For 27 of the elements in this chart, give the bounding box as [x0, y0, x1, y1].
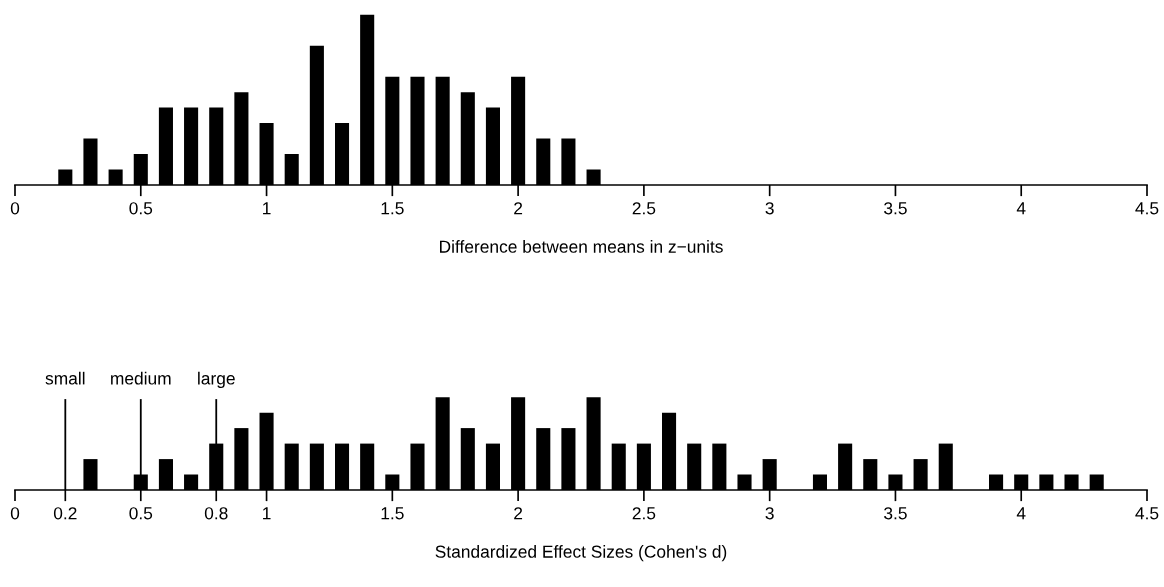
- x-tick-label: 1.5: [381, 202, 404, 215]
- x-tick-label: 2: [514, 202, 523, 215]
- x-tick-label: 1: [263, 507, 271, 520]
- x-tick-label: 0: [10, 202, 20, 215]
- x-tick-label: 3.5: [884, 507, 907, 520]
- x-tick-label: 4.5: [1135, 507, 1159, 520]
- ref-line-label: large: [198, 371, 235, 388]
- x-tick-label: 2.5: [632, 507, 656, 520]
- x-tick-label: 3.5: [884, 202, 907, 215]
- ref-line-label: medium: [111, 371, 171, 385]
- x-tick-label: 0.5: [129, 202, 153, 215]
- x-tick-label: 4: [1016, 507, 1026, 520]
- x-tick-label: 4.5: [1135, 202, 1159, 215]
- x-tick-label: 0: [10, 507, 20, 520]
- x-tick-label: 2: [514, 507, 523, 520]
- x-axis-title: Standardized Effect Sizes (Cohen's d): [435, 545, 727, 562]
- x-tick-label: 1: [263, 202, 271, 215]
- x-tick-label: 1.5: [381, 507, 404, 520]
- x-tick-label: 2.5: [632, 202, 656, 215]
- x-tick-label: 3: [765, 202, 774, 215]
- x-tick-label: 0.2: [53, 507, 77, 520]
- x-tick-label: 0.8: [204, 507, 228, 520]
- x-tick-label: 4: [1016, 202, 1026, 215]
- x-tick-label: 0.5: [129, 507, 153, 520]
- x-axis-title: Difference between means in z−units: [440, 240, 723, 253]
- ref-line-label: small: [45, 371, 85, 385]
- x-tick-label: 3: [765, 507, 774, 520]
